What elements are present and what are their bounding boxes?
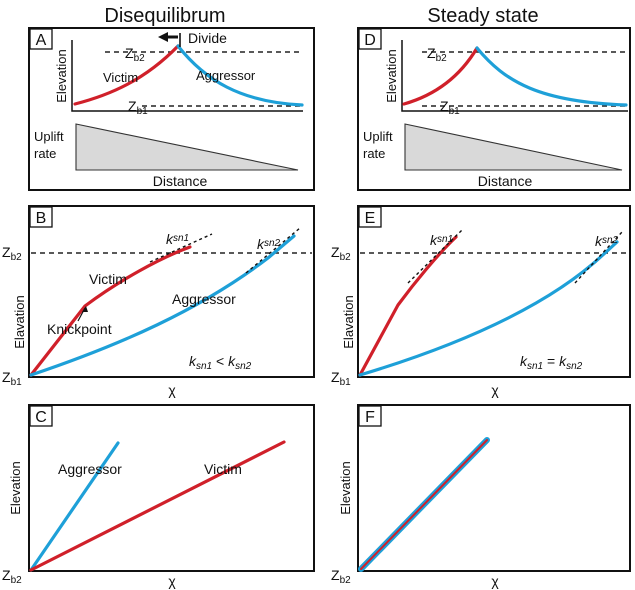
panel-d-victim-profile — [402, 46, 479, 106]
panel-f-tag-box — [358, 405, 382, 427]
panel-e-zb2-label: Zb2 — [331, 244, 351, 263]
panel-f-zb2-label: Zb2 — [331, 567, 351, 586]
panel-e-frame — [357, 205, 631, 378]
panel-b-zb1-label: Zb1 — [2, 369, 22, 388]
panel-d: D Elevation Zb2 Zb1 Uplift rate Distance — [357, 27, 631, 191]
panel-b-tag-box — [29, 206, 53, 228]
panel-b-elevation-label: Elavation — [12, 295, 27, 348]
panel-d-tag-box — [358, 28, 382, 50]
panel-b-ksn2-label: ksn2 — [257, 236, 281, 252]
panel-a-divide-label: Divide — [188, 30, 227, 46]
panel-a-tag-box — [29, 28, 53, 50]
panel-e-relation: ksn1 = ksn2 — [520, 353, 583, 372]
panel-e-victim-profile — [358, 235, 458, 377]
panel-a-uplift-label-2: rate — [34, 146, 56, 161]
panel-a-aggressor-profile — [176, 44, 304, 107]
panel-a-divide-arrowhead — [158, 32, 168, 42]
panel-c-aggressor-label: Aggressor — [58, 461, 122, 477]
panel-b-ksn2-tangent — [245, 227, 301, 274]
panel-b-knickpoint-label: Knickpoint — [47, 321, 112, 337]
panel-d-distance-label: Distance — [478, 173, 533, 189]
panel-f: F Elevation Zb2 χ — [331, 404, 631, 589]
panel-d-aggressor-profile — [475, 46, 628, 107]
panel-b-ksn1-tangent — [149, 233, 213, 263]
panel-d-axes — [401, 40, 628, 112]
panel-c-tag: C — [35, 409, 47, 426]
panel-c-victim-line — [29, 440, 286, 572]
panel-e-tag: E — [365, 210, 376, 227]
panel-e-zb1-label: Zb1 — [331, 369, 351, 388]
panel-b-victim-label: Victim — [89, 271, 127, 287]
panel-b-ksn1-label: ksn1 — [166, 231, 189, 247]
panel-d-uplift-label-1: Uplift — [363, 129, 393, 144]
panel-b-victim-profile — [29, 245, 192, 377]
panel-d-uplift-wedge — [404, 123, 623, 171]
panel-a-elevation-label: Elevation — [54, 49, 69, 102]
panel-a-victim-label: Victim — [103, 70, 138, 85]
panel-b-relation: ksn1 < ksn2 — [189, 353, 252, 372]
panel-c-tag-box — [29, 405, 53, 427]
panel-b-aggressor-label: Aggressor — [172, 291, 236, 307]
panel-a-zb2-label: Zb2 — [125, 45, 145, 64]
panel-e-ksn1-label: ksn1 — [430, 232, 453, 248]
panel-c-zb2-label: Zb2 — [2, 567, 22, 586]
panel-a-uplift-wedge — [75, 123, 299, 171]
panel-a-uplift-label-1: Uplift — [34, 129, 64, 144]
right-column-title: Steady state — [427, 5, 538, 27]
panel-a: A Elevation Zb2 Zb1 Divide Victim Aggres… — [28, 27, 315, 191]
panel-b-knickpoint-arrowhead — [82, 306, 88, 312]
panel-e-aggressor-profile — [358, 240, 619, 377]
panel-b-tag: B — [36, 210, 47, 227]
panel-d-uplift-label-2: rate — [363, 146, 385, 161]
panel-a-zb1-label: Zb1 — [128, 98, 148, 117]
panel-f-tag: F — [365, 409, 375, 426]
panel-b-aggressor-profile — [29, 234, 296, 377]
panel-f-elevation-label: Elevation — [338, 461, 353, 514]
panel-b-frame — [28, 205, 315, 378]
panel-d-tag: D — [364, 32, 376, 49]
panel-f-chi-label: χ — [491, 573, 499, 589]
panel-a-victim-profile — [73, 44, 180, 106]
panel-e-chi-label: χ — [491, 382, 499, 398]
panel-e-elevation-label: Elavation — [341, 295, 356, 348]
panel-c-aggressor-line — [29, 441, 120, 572]
panel-e-tag-box — [358, 206, 382, 228]
panel-c: C Elevation Aggressor Victim Zb2 χ — [2, 404, 315, 589]
panel-c-chi-label: χ — [168, 573, 176, 589]
panel-a-distance-label: Distance — [153, 173, 208, 189]
panel-d-zb1-label: Zb1 — [440, 98, 460, 117]
panel-d-elevation-label: Elevation — [384, 49, 399, 102]
panel-b: B Zb2 Zb1 Elavation ksn1 ksn2 Victim Agg… — [2, 205, 315, 398]
panel-c-victim-label: Victim — [204, 461, 242, 477]
panel-b-zb2-label: Zb2 — [2, 244, 22, 263]
panel-d-zb2-label: Zb2 — [427, 45, 447, 64]
panel-b-chi-label: χ — [168, 382, 176, 398]
left-column-title: Disequilibrum — [104, 5, 225, 27]
panel-a-axes — [71, 40, 303, 112]
panel-e: E Zb2 Zb1 Elavation ksn1 ksn2 ksn1 = ksn… — [331, 205, 631, 398]
panel-e-ksn2-label: ksn2 — [595, 233, 619, 249]
panel-a-aggressor-label: Aggressor — [196, 68, 256, 83]
panel-f-frame — [357, 404, 631, 572]
panel-c-elevation-label: Elevation — [8, 461, 23, 514]
panel-e-ksn1-tangent — [407, 229, 463, 284]
panel-d-frame — [357, 27, 631, 191]
panel-f-victim-line — [360, 439, 488, 570]
panel-a-tag: A — [36, 32, 47, 49]
panel-c-frame — [28, 404, 315, 572]
panel-a-frame — [28, 27, 315, 191]
